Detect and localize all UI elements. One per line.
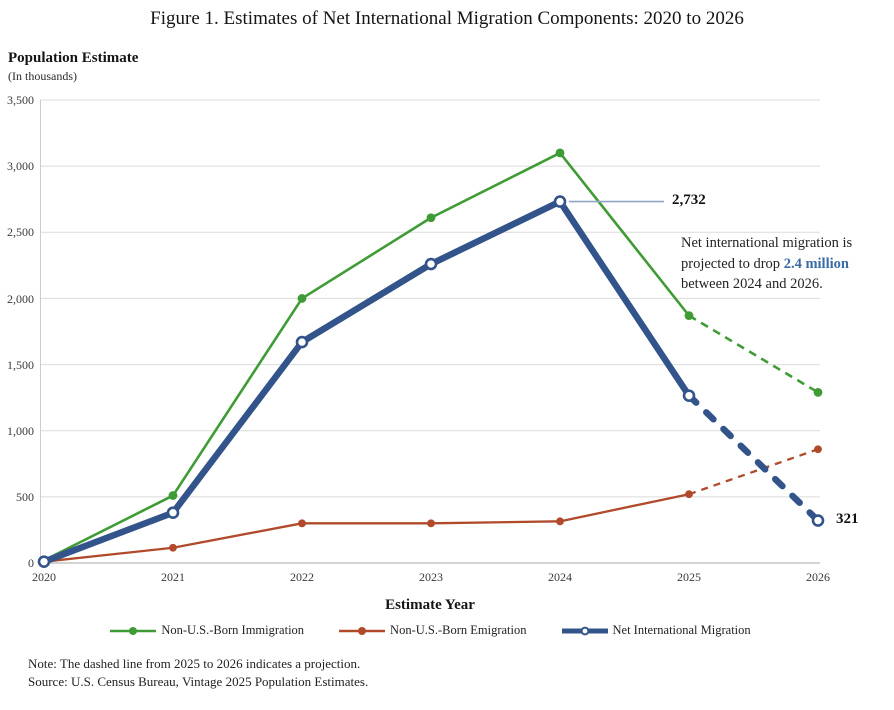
legend-label-emigration: Non-U.S.-Born Emigration — [390, 623, 527, 637]
legend-item-immigration: Non-U.S.-Born Immigration — [109, 623, 304, 638]
x-tick-2024: 2024 — [548, 570, 572, 584]
x-tick-2025: 2025 — [677, 570, 701, 584]
legend-item-net-migration: Net International Migration — [561, 623, 751, 638]
y-tick-1500: 1,500 — [7, 358, 34, 372]
callout-line-3: between 2024 and 2026. — [681, 276, 823, 293]
y-axis-subtitle: (In thousands) — [8, 69, 77, 83]
legend-label-net-migration: Net International Migration — [612, 623, 751, 637]
end-value-label: 321 — [836, 511, 859, 527]
y-tick-1000: 1,000 — [7, 424, 34, 438]
legend-item-emigration: Non-U.S.-Born Emigration — [338, 623, 527, 638]
y-tick-3000: 3,000 — [7, 159, 34, 173]
y-tick-3500: 3,500 — [7, 93, 34, 107]
peak-value-label: 2,732 — [672, 192, 706, 208]
x-tick-2021: 2021 — [161, 570, 185, 584]
y-tick-0: 0 — [28, 556, 34, 570]
callout-line-1: Net international migration is — [681, 235, 853, 251]
callout-highlight-value: 2.4 million — [783, 255, 849, 272]
y-tick-2500: 2,500 — [7, 225, 34, 239]
y-axis-title: Population Estimate — [8, 50, 139, 66]
immigration-line-marker-icon — [110, 626, 157, 635]
emigration-line-marker-icon — [339, 626, 386, 635]
source-text: Source: U.S. Census Bureau, Vintage 2025… — [28, 674, 369, 689]
x-tick-2022: 2022 — [290, 570, 314, 584]
chart-legend: Non-U.S.-Born Immigration Non-U.S.-Born … — [40, 623, 820, 638]
x-tick-2026: 2026 — [806, 570, 830, 584]
callout-line-2-prefix: projected to drop — [681, 255, 784, 272]
x-tick-2023: 2023 — [419, 570, 443, 584]
y-tick-500: 500 — [16, 490, 34, 504]
legend-label-immigration: Non-U.S.-Born Immigration — [161, 623, 305, 637]
y-tick-2000: 2,000 — [7, 292, 34, 306]
note-text: Note: The dashed line from 2025 to 2026 … — [28, 656, 361, 671]
projection-callout: Net international migration is projected… — [681, 233, 887, 295]
net-migration-line-marker-icon — [561, 626, 608, 635]
x-axis-title: Estimate Year — [385, 597, 475, 613]
figure-title: Figure 1. Estimates of Net International… — [150, 8, 744, 29]
x-tick-2020: 2020 — [32, 570, 56, 584]
